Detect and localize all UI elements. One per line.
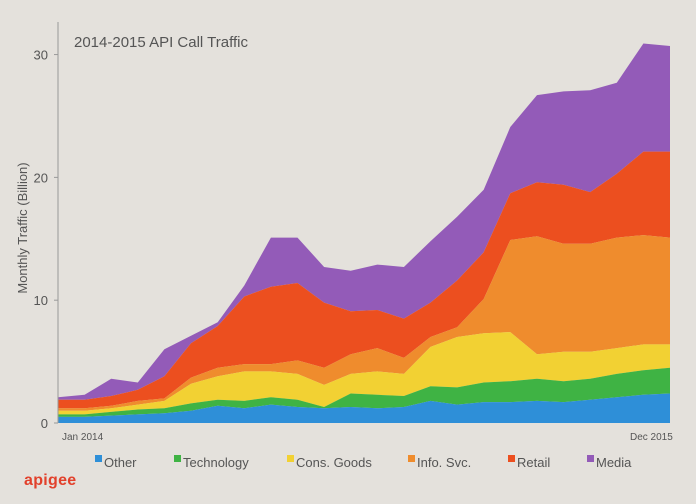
area-series-info-svc	[58, 235, 670, 411]
legend-item-technology: Technology	[174, 455, 249, 470]
area-series-media	[58, 43, 670, 400]
legend-item-info-svc: Info. Svc.	[408, 455, 471, 470]
y-axis-label: Monthly Traffic (Billion)	[15, 162, 30, 293]
legend-label: Info. Svc.	[417, 455, 471, 470]
y-axis: 0 10 20 30	[34, 22, 59, 431]
legend-label: Other	[104, 455, 137, 470]
y-tick-label: 20	[34, 170, 48, 185]
legend-swatch	[587, 455, 594, 462]
legend-swatch	[408, 455, 415, 462]
x-tick-label-first: Jan 2014	[62, 432, 104, 443]
chart-legend: Other Technology Cons. Goods Info. Svc. Reta…	[95, 455, 632, 470]
legend-swatch	[95, 455, 102, 462]
legend-label: Media	[596, 455, 632, 470]
legend-item-media: Media	[587, 455, 632, 470]
legend-swatch	[174, 455, 181, 462]
area-series-technology	[58, 367, 670, 417]
area-series-other	[58, 393, 670, 423]
area-series-cons-goods	[58, 332, 670, 415]
legend-item-other: Other	[95, 455, 137, 470]
legend-label: Cons. Goods	[296, 455, 372, 470]
y-tick-label: 10	[34, 293, 48, 308]
apigee-logo: apigee	[24, 472, 77, 489]
area-series-retail	[58, 151, 670, 409]
legend-swatch	[287, 455, 294, 462]
legend-item-retail: Retail	[508, 455, 550, 470]
legend-label: Technology	[183, 455, 249, 470]
legend-label: Retail	[517, 455, 550, 470]
legend-item-cons-goods: Cons. Goods	[287, 455, 372, 470]
x-tick-label-last: Dec 2015	[630, 432, 673, 443]
area-series-layer	[58, 43, 670, 423]
chart-title: 2014-2015 API Call Traffic	[74, 34, 248, 51]
y-tick-label: 0	[41, 416, 48, 431]
y-tick-label: 30	[34, 48, 48, 63]
legend-swatch	[508, 455, 515, 462]
